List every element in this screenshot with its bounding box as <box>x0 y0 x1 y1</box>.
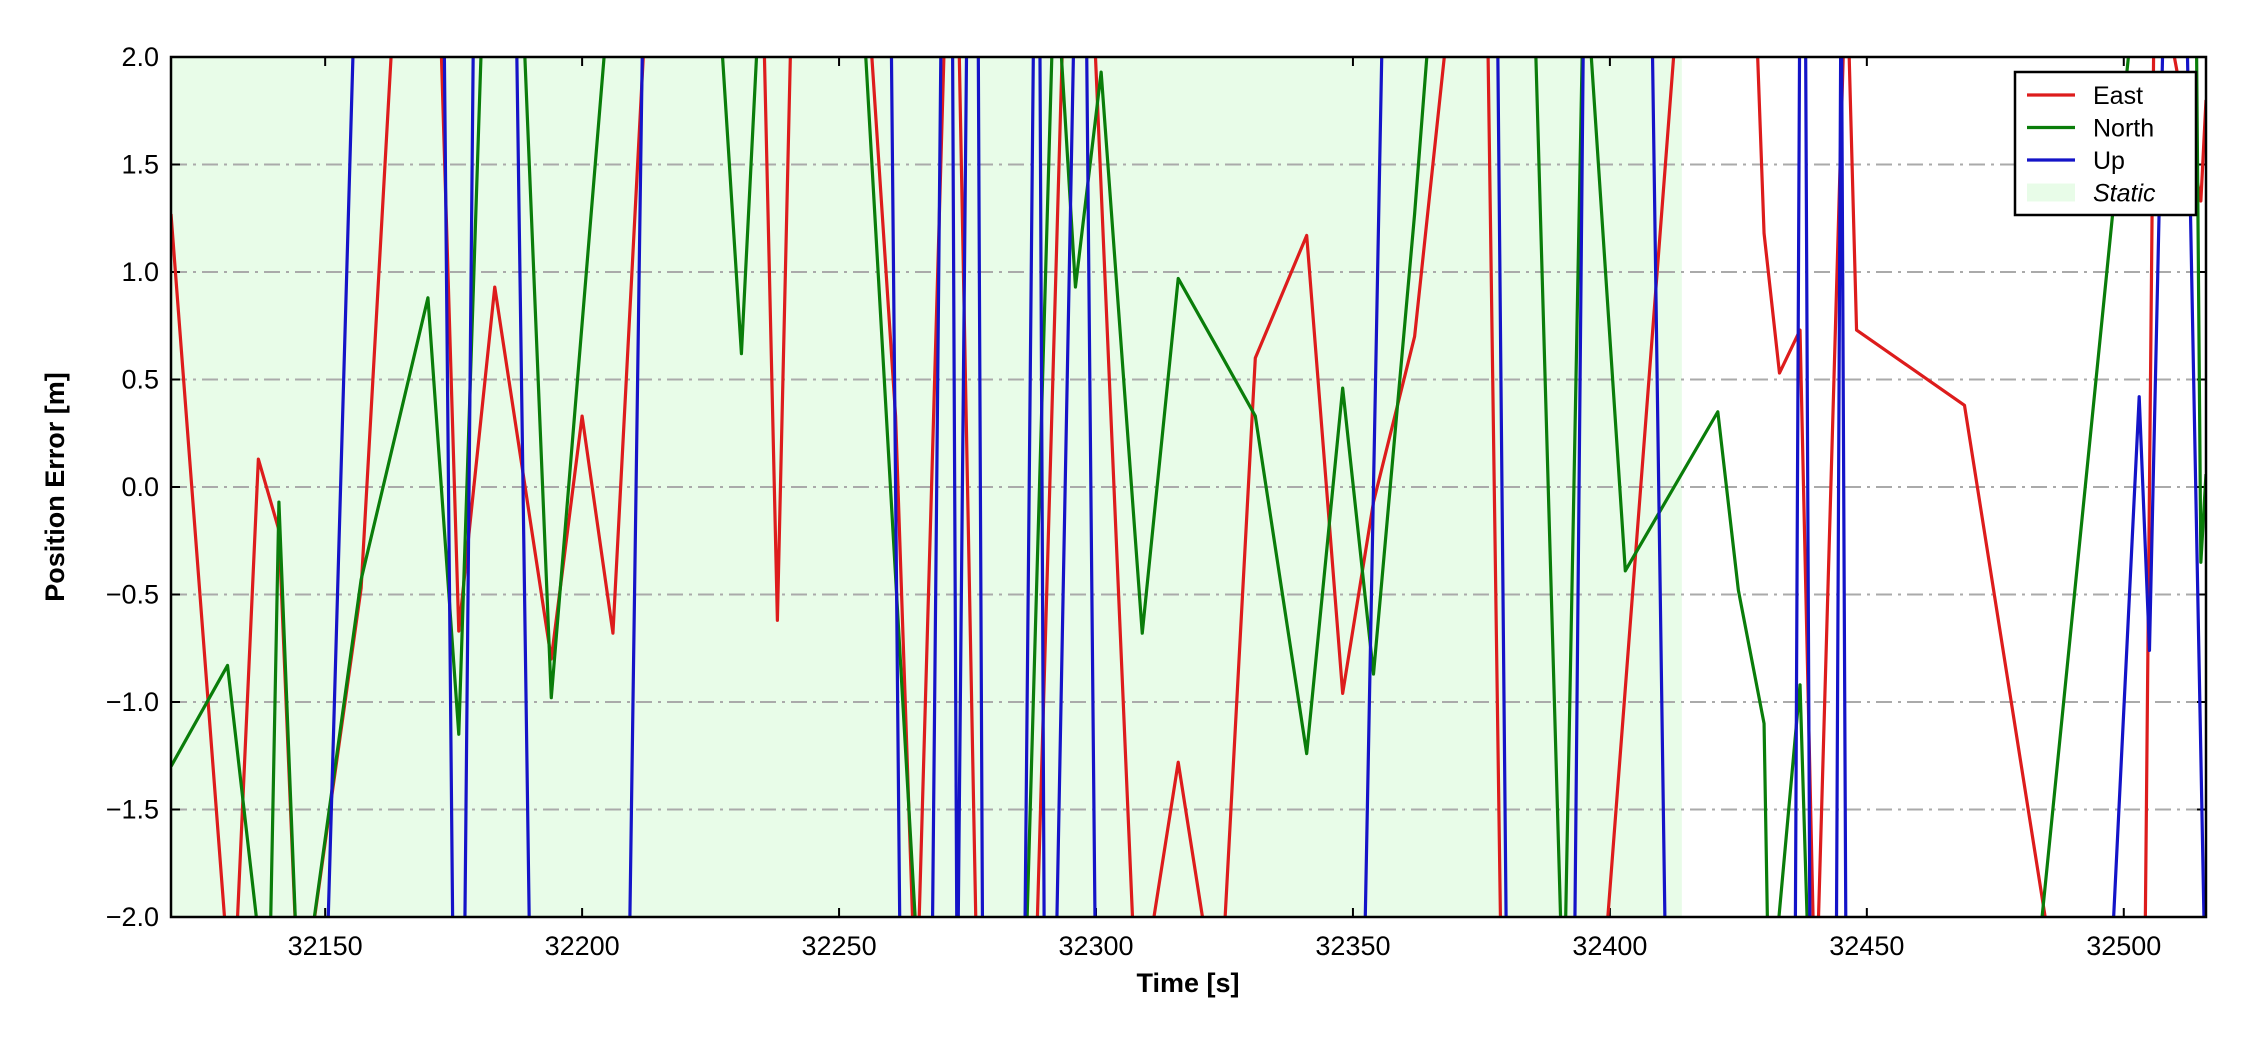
y-tick-label: 0.0 <box>121 472 159 502</box>
y-tick-label: −1.5 <box>106 795 159 825</box>
plot-frame <box>169 55 2208 919</box>
y-tick-label: 0.5 <box>121 365 159 395</box>
series-line <box>326 57 2206 917</box>
x-tick-label: 32250 <box>802 931 877 961</box>
x-tick-label: 32150 <box>288 931 363 961</box>
legend-label: Static <box>2093 180 2156 208</box>
y-axis-label: Position Error [m] <box>40 372 70 602</box>
x-tick-label: 32450 <box>1829 931 1904 961</box>
legend-label: Up <box>2093 147 2125 175</box>
series-line <box>171 57 2206 917</box>
legend-swatch <box>2027 183 2075 202</box>
x-tick-label: 32200 <box>545 931 620 961</box>
y-tick-label: 1.0 <box>121 257 159 287</box>
x-tick-label: 32350 <box>1315 931 1390 961</box>
y-tick-label: −0.5 <box>106 580 159 610</box>
x-tick-label: 32500 <box>2086 931 2161 961</box>
x-tick-label: 32400 <box>1572 931 1647 961</box>
x-axis-label: Time [s] <box>1136 968 1239 998</box>
x-tick-label: 32300 <box>1058 931 1133 961</box>
plot-area <box>171 57 2206 917</box>
y-tick-label: 2.0 <box>121 42 159 72</box>
legend-label: East <box>2093 82 2143 110</box>
y-tick-label: −1.0 <box>106 687 159 717</box>
legend-label: North <box>2093 115 2154 143</box>
y-tick-label: −2.0 <box>106 902 159 932</box>
y-tick-label: 1.5 <box>121 150 159 180</box>
